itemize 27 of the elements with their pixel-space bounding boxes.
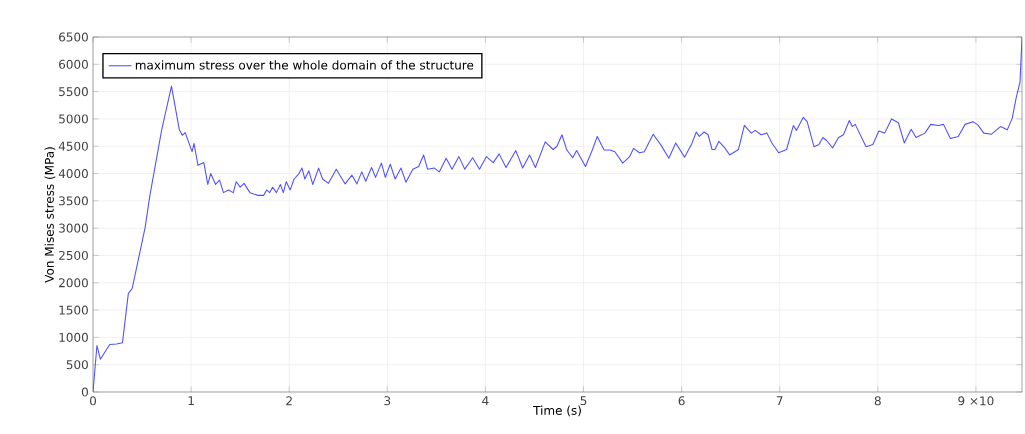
- y-tick-label: 5000: [59, 114, 88, 124]
- y-tick-label: 500: [66, 360, 88, 370]
- x-tick-label: 2: [286, 396, 292, 406]
- y-tick-label: 5500: [59, 87, 88, 97]
- y-tick-label: 3000: [59, 223, 88, 233]
- y-tick-label: 4000: [58, 168, 88, 179]
- y-tick-label: 2500: [59, 250, 88, 260]
- x-tick-label: 8: [874, 396, 881, 406]
- y-tick-label: 0: [81, 387, 88, 397]
- x-tick-label: 5: [580, 396, 587, 406]
- y-tick-label: 3500: [59, 196, 88, 206]
- x-tick-label: 4: [482, 396, 489, 405]
- y-tick-label: 6500: [59, 32, 88, 42]
- x-tick-label: 0: [89, 396, 97, 406]
- x-axis-title: Time (s): [533, 405, 581, 417]
- x-tick-label: 9 ×10: [958, 396, 994, 406]
- x-tick-label: 7: [776, 396, 783, 405]
- x-tick-label: 1: [188, 396, 194, 405]
- y-tick-label: 6000: [59, 59, 88, 69]
- y-tick-label: 1000: [59, 332, 88, 342]
- y-tick-label: 1500: [59, 305, 88, 315]
- y-tick-label: 4500: [58, 141, 88, 151]
- x-tick-label: 6: [678, 396, 685, 406]
- y-axis-title: Von Mises stress (MPa): [44, 147, 56, 283]
- y-tick-label: 2000: [59, 278, 88, 288]
- legend-label: maximum stress over the whole domain of the structure: [135, 60, 474, 70]
- x-tick-label: 3: [384, 396, 391, 406]
